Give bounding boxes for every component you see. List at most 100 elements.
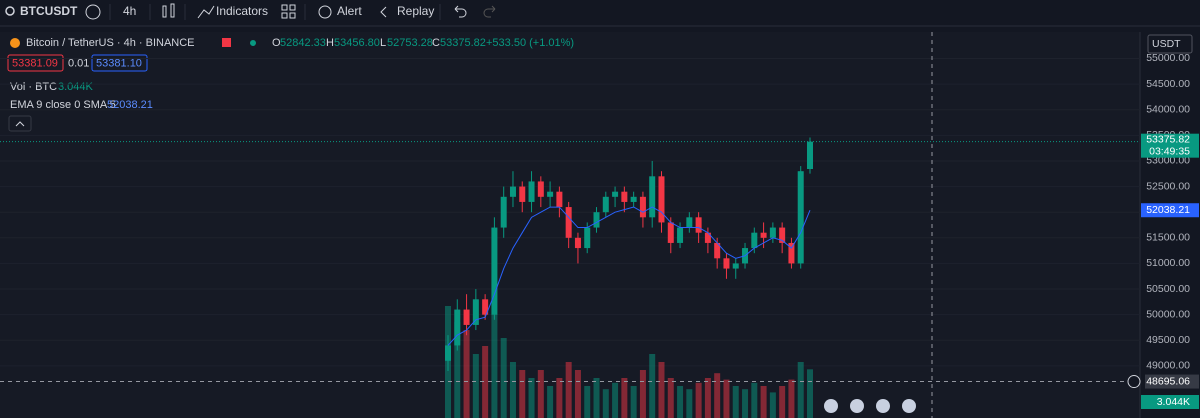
events xyxy=(824,399,916,413)
volume-bar xyxy=(630,386,637,418)
volume-bar xyxy=(565,362,572,418)
crosshair-price: 48695.06 xyxy=(1146,375,1190,387)
layout-icon xyxy=(281,12,288,19)
crosshair-tag xyxy=(1145,374,1199,389)
candle-body xyxy=(491,227,498,315)
currency[interactable]: USDT xyxy=(1152,38,1181,50)
bid[interactable]: 53381.09 xyxy=(12,57,58,69)
y-tick-label: 54500.00 xyxy=(1146,78,1190,90)
candle-body xyxy=(686,217,693,228)
candle-body xyxy=(547,191,554,197)
ema-price: 52038.21 xyxy=(1146,204,1190,216)
search-icon[interactable] xyxy=(5,6,15,16)
ask[interactable]: 53381.10 xyxy=(96,57,142,69)
coin-icon xyxy=(10,38,20,48)
last-price: 53375.82 xyxy=(1146,133,1190,145)
ema-tag xyxy=(1141,203,1199,218)
candle-body xyxy=(807,141,813,170)
indicators-button[interactable]: Indicators xyxy=(216,4,268,18)
undo-button[interactable] xyxy=(454,5,467,18)
alert-button[interactable]: Alert xyxy=(337,4,362,18)
ema-title: EMA 9 close 0 SMA 5 xyxy=(10,99,116,111)
y-tick-label: 49000.00 xyxy=(1146,360,1190,372)
event-icon[interactable] xyxy=(902,399,916,413)
candle-body xyxy=(537,181,544,197)
candle-body xyxy=(732,263,739,269)
candle-body xyxy=(509,186,516,197)
candle-body xyxy=(769,227,776,238)
volume-bar xyxy=(491,314,498,418)
candle-body xyxy=(677,227,684,243)
volume-bar xyxy=(658,362,665,418)
candle-body xyxy=(723,258,730,269)
interval[interactable]: 4h xyxy=(123,4,136,18)
currency-box[interactable] xyxy=(1147,34,1193,54)
volume-bar xyxy=(742,389,749,418)
volume-bar xyxy=(463,330,470,418)
volume-bar xyxy=(584,386,591,418)
volume-bar xyxy=(695,382,702,418)
volume-bar xyxy=(751,382,758,418)
replay-button[interactable]: Replay xyxy=(397,4,434,18)
candle-body xyxy=(760,232,767,238)
volume-bar xyxy=(602,389,609,418)
candle-body xyxy=(500,196,507,228)
candle-body xyxy=(658,176,665,223)
volume-bar xyxy=(509,362,516,418)
volume-bar xyxy=(797,362,804,418)
countdown: 03:49:35 xyxy=(1149,145,1190,157)
toolbar: BTCUSDT 4h Indicators Alert Replay xyxy=(5,3,496,20)
close-value: 53375.82 xyxy=(440,37,486,49)
event-icon[interactable] xyxy=(876,399,890,413)
layout-button[interactable] xyxy=(281,4,288,11)
volume-bar xyxy=(454,322,461,418)
volume-bar xyxy=(760,386,767,418)
candle-body xyxy=(463,309,470,325)
volume-bar xyxy=(621,378,628,418)
candle-body xyxy=(472,299,479,325)
volume-bar xyxy=(732,386,739,418)
candle-body xyxy=(714,242,721,259)
y-tick-label: 53000.00 xyxy=(1146,155,1190,167)
candle-body xyxy=(556,191,563,208)
candle-body xyxy=(630,196,637,202)
collapse-icon xyxy=(15,121,25,127)
candle-body xyxy=(649,176,656,218)
event-icon[interactable] xyxy=(850,399,864,413)
candle-body xyxy=(454,309,461,346)
volume-value: 3.044K xyxy=(58,81,94,93)
candle-body xyxy=(612,191,619,197)
candle-body xyxy=(602,196,609,213)
market-status xyxy=(250,40,256,46)
y-tick-label: 49500.00 xyxy=(1146,334,1190,346)
close-key: C xyxy=(432,37,440,49)
symbol[interactable]: BTCUSDT xyxy=(20,4,78,18)
high-key: H xyxy=(326,37,334,49)
candle-body xyxy=(639,196,646,218)
ask-box[interactable] xyxy=(91,54,148,72)
chart-type-button[interactable] xyxy=(162,5,167,18)
legend: Bitcoin / TetherUS · 4h · BINANCE O 5284… xyxy=(7,37,574,132)
collapse-button[interactable] xyxy=(8,115,32,132)
low-value: 52753.28 xyxy=(387,37,433,49)
volume-bar xyxy=(547,386,554,418)
volume-bar xyxy=(500,338,507,418)
volume-bar xyxy=(807,369,813,418)
volume-title: Vol · BTC xyxy=(10,81,57,93)
event-icon[interactable] xyxy=(824,399,838,413)
compare-button[interactable] xyxy=(85,4,101,20)
layout-icon xyxy=(289,12,296,19)
volume-bar xyxy=(769,392,776,418)
candle-body xyxy=(565,207,572,238)
flag xyxy=(222,38,231,47)
bid-box[interactable] xyxy=(7,54,64,72)
candle-body xyxy=(695,217,702,233)
redo-button[interactable] xyxy=(483,5,496,18)
ema-value: 52038.21 xyxy=(107,99,153,111)
volume-bar xyxy=(667,378,674,418)
candle-body xyxy=(621,191,628,202)
y-tick-label: 51000.00 xyxy=(1146,257,1190,269)
alert-icon xyxy=(318,5,332,19)
candle-body xyxy=(519,186,526,202)
y-tick-label: 52500.00 xyxy=(1146,180,1190,192)
